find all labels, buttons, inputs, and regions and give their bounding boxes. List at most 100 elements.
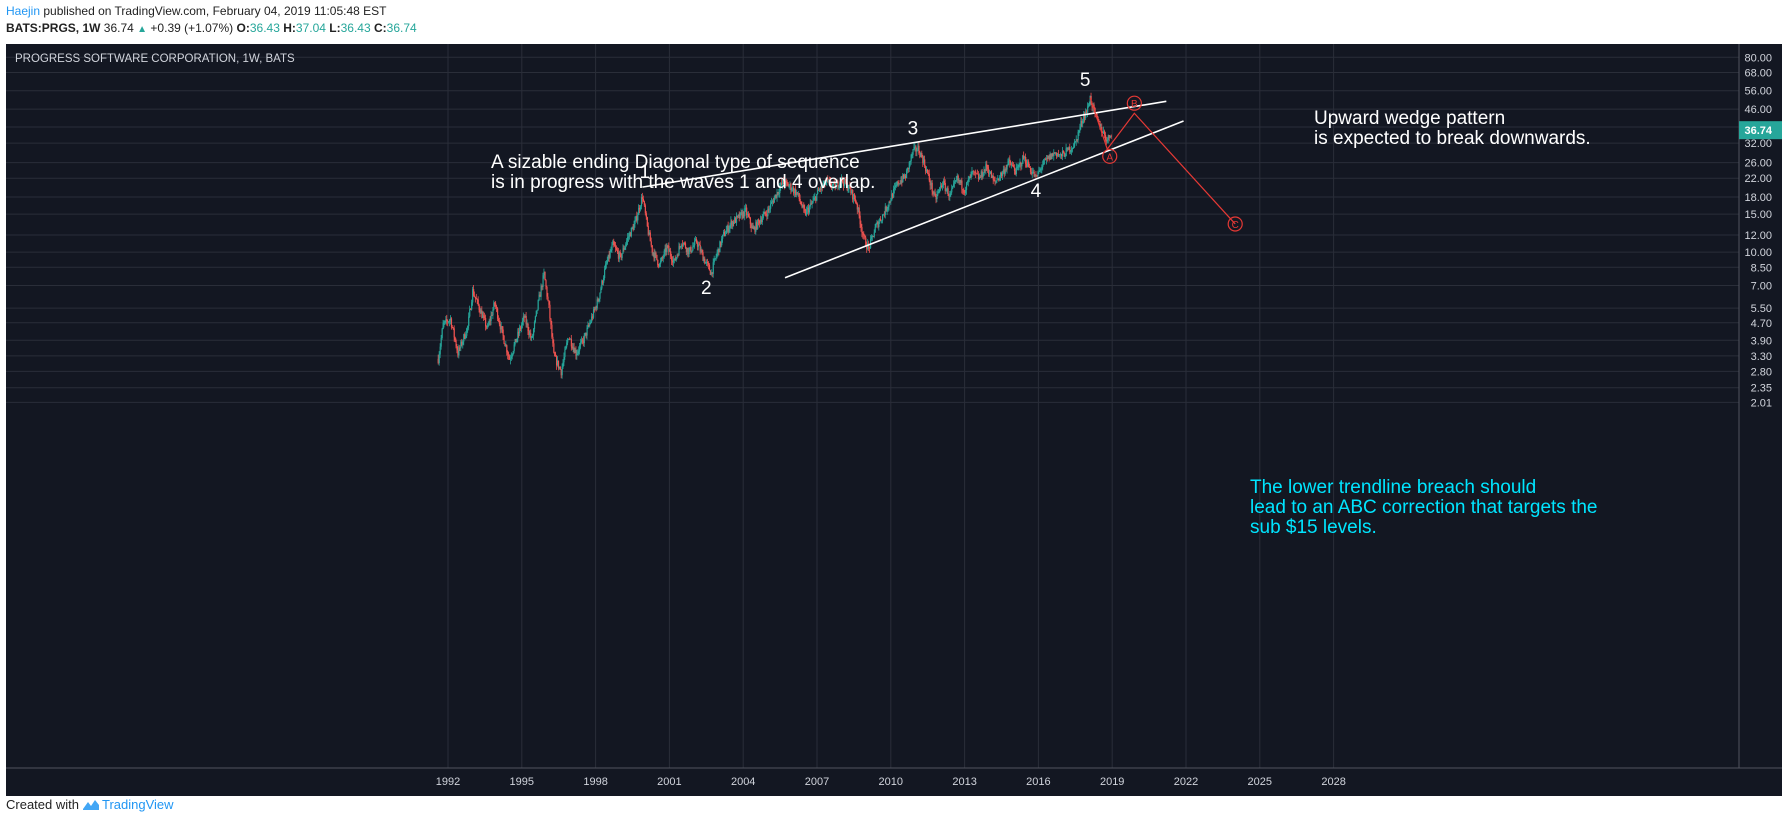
candle-body (993, 179, 995, 181)
candle-body (835, 183, 837, 189)
candle-body (1015, 167, 1017, 175)
candle-body (692, 246, 694, 251)
abc-circle-B (1126, 95, 1142, 111)
candle-body (469, 309, 471, 317)
candle-body (950, 192, 952, 194)
candle-body (777, 192, 779, 194)
candle-body (624, 247, 626, 250)
candle-body (803, 205, 805, 209)
candle-body (990, 171, 993, 178)
candle-body (693, 245, 695, 247)
chart-area[interactable]: 96.0080.0068.0056.0046.0038.0032.0026.00… (6, 35, 1782, 796)
candle-body (709, 270, 711, 275)
candle-body (667, 245, 669, 247)
candle-body (914, 146, 916, 148)
candle-body (669, 251, 671, 253)
candles (437, 92, 1112, 379)
candle-body (450, 318, 453, 327)
candle-body (615, 246, 617, 249)
candle-body (438, 354, 440, 364)
candle-body (548, 300, 550, 305)
candle-body (644, 205, 646, 214)
candle-body (486, 325, 489, 328)
candle-body (1057, 154, 1059, 157)
candle-body (437, 358, 439, 364)
candle-body (602, 280, 604, 283)
price-tick-label: 46.00 (1744, 104, 1772, 116)
candle-body (826, 178, 828, 183)
candle-body (509, 356, 511, 360)
candle-body (482, 315, 484, 318)
candle-body (1076, 139, 1078, 141)
candle-body (589, 322, 591, 326)
candle-body (813, 197, 815, 201)
candle-body (742, 211, 744, 218)
candle-body (582, 340, 584, 344)
candle-body (453, 328, 455, 338)
candle-body (1098, 120, 1100, 122)
candle-body (1102, 132, 1104, 134)
candle-body (790, 183, 792, 191)
last-price: 36.74 (103, 21, 134, 35)
candle-body (776, 192, 778, 198)
candle-body (510, 356, 513, 359)
candle-body (865, 237, 867, 247)
candle-body (710, 272, 712, 275)
candle-body (497, 318, 500, 321)
candle-body (856, 203, 858, 210)
candle-body (975, 171, 977, 174)
price-chart[interactable]: 96.0080.0068.0056.0046.0038.0032.0026.00… (6, 35, 1782, 796)
candle-body (1109, 135, 1111, 138)
candle-body (442, 323, 444, 329)
candle-body (467, 326, 469, 329)
tradingview-logo[interactable]: TradingView (82, 797, 174, 812)
candle-body (1044, 159, 1047, 161)
candle-body (785, 180, 787, 182)
candle-body (873, 232, 875, 237)
candle-body (759, 219, 762, 224)
candle-body (619, 252, 621, 255)
candle-body (941, 185, 944, 188)
candle-body (895, 185, 898, 187)
candle-body (834, 183, 836, 189)
candle-body (849, 184, 851, 189)
candle-body (924, 159, 926, 167)
candle-body (738, 214, 740, 219)
candle-body (1042, 164, 1044, 168)
candle-body (919, 153, 921, 158)
candle-body (631, 227, 633, 229)
candle-body (845, 182, 847, 184)
candle-body (538, 294, 540, 301)
candle-body (922, 156, 924, 164)
candle-body (968, 176, 970, 180)
candle-body (1036, 174, 1038, 177)
abc-correction (1089, 97, 1236, 225)
candle-body (844, 178, 846, 184)
candle-body (1056, 152, 1058, 157)
candle-body (893, 188, 895, 198)
time-tick-label: 2010 (879, 776, 903, 788)
candle-body (721, 238, 723, 246)
candle-body (552, 336, 554, 344)
candle-body (841, 177, 843, 184)
candle-body (918, 145, 920, 154)
candle-body (1003, 169, 1005, 174)
candle-body (734, 217, 736, 224)
candle-body (1001, 172, 1003, 176)
time-tick-label: 2016 (1026, 776, 1050, 788)
candle-body (597, 299, 599, 302)
candle-body (931, 182, 933, 192)
candle-body (566, 342, 568, 347)
ohlc-line: BATS:PRGS, 1W 36.74 ▲ +0.39 (+1.07%) O:3… (6, 21, 417, 35)
candle-body (637, 214, 639, 221)
candle-body (823, 180, 825, 185)
price-axis-panel[interactable] (1739, 44, 1782, 768)
close-label: C: (373, 21, 387, 35)
candle-body (478, 304, 480, 310)
candle-body (720, 241, 722, 246)
candle-body (984, 169, 986, 171)
author-link[interactable]: Haejin (6, 4, 41, 18)
price-tick-label: 3.90 (1751, 335, 1772, 347)
candle-body (842, 181, 845, 186)
candle-body (855, 202, 858, 204)
